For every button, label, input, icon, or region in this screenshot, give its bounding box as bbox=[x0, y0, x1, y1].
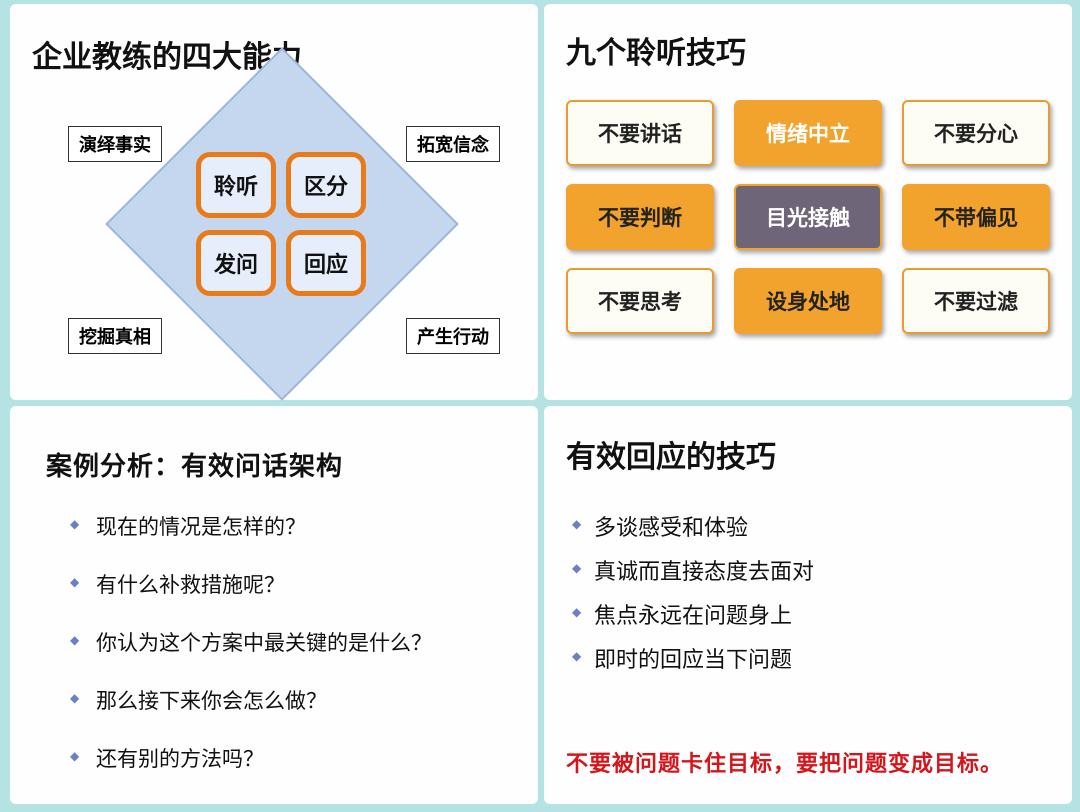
panel-case-analysis: 案例分析：有效问话架构 现在的情况是怎样的？ 有什么补救措施呢？ 你认为这个方案… bbox=[10, 406, 538, 804]
skill-cell: 不要讲话 bbox=[566, 100, 714, 166]
list-item: 即时的回应当下问题 bbox=[572, 642, 1072, 674]
skill-cell: 不带偏见 bbox=[902, 184, 1050, 250]
panel2-title: 九个聆听技巧 bbox=[566, 28, 1072, 72]
skill-cell: 目光接触 bbox=[734, 184, 882, 250]
core-box: 区分 bbox=[286, 152, 366, 218]
corner-label: 挖掘真相 bbox=[68, 318, 162, 354]
skill-cell: 设身处地 bbox=[734, 268, 882, 334]
core-box: 发问 bbox=[196, 230, 276, 296]
panel3-title: 案例分析：有效问话架构 bbox=[46, 446, 538, 483]
panel3-list: 现在的情况是怎样的？ 有什么补救措施呢？ 你认为这个方案中最关键的是什么？ 那么… bbox=[70, 511, 538, 773]
skill-cell: 情绪中立 bbox=[734, 100, 882, 166]
panel-four-abilities: 企业教练的四大能力 演绎事实 拓宽信念 挖掘真相 产生行动 聆听 区分 发问 回… bbox=[10, 4, 538, 400]
list-item: 那么接下来你会怎么做？ bbox=[70, 685, 538, 715]
list-item: 焦点永远在问题身上 bbox=[572, 598, 1072, 630]
core-box: 聆听 bbox=[196, 152, 276, 218]
core-box: 回应 bbox=[286, 230, 366, 296]
list-item: 有什么补救措施呢？ bbox=[70, 569, 538, 599]
panel4-title: 有效回应的技巧 bbox=[566, 432, 1072, 476]
corner-label: 拓宽信念 bbox=[406, 126, 500, 162]
panel4-footer: 不要被问题卡住目标，要把问题变成目标。 bbox=[566, 746, 1003, 778]
panel-response-skills: 有效回应的技巧 多谈感受和体验 真诚而直接态度去面对 焦点永远在问题身上 即时的… bbox=[544, 406, 1072, 804]
skill-cell: 不要思考 bbox=[566, 268, 714, 334]
list-item: 真诚而直接态度去面对 bbox=[572, 554, 1072, 586]
skill-cell: 不要过滤 bbox=[902, 268, 1050, 334]
corner-label: 演绎事实 bbox=[68, 126, 162, 162]
skill-cell: 不要分心 bbox=[902, 100, 1050, 166]
list-item: 还有别的方法吗？ bbox=[70, 743, 538, 773]
list-item: 你认为这个方案中最关键的是什么？ bbox=[70, 627, 538, 657]
corner-label: 产生行动 bbox=[406, 318, 500, 354]
list-item: 现在的情况是怎样的？ bbox=[70, 511, 538, 541]
list-item: 多谈感受和体验 bbox=[572, 510, 1072, 542]
panel-nine-skills: 九个聆听技巧 不要讲话 情绪中立 不要分心 不要判断 目光接触 不带偏见 不要思… bbox=[544, 4, 1072, 400]
skill-cell: 不要判断 bbox=[566, 184, 714, 250]
panel1-stage: 演绎事实 拓宽信念 挖掘真相 产生行动 聆听 区分 发问 回应 bbox=[10, 76, 538, 386]
panel4-list: 多谈感受和体验 真诚而直接态度去面对 焦点永远在问题身上 即时的回应当下问题 bbox=[572, 510, 1072, 674]
skills-grid: 不要讲话 情绪中立 不要分心 不要判断 目光接触 不带偏见 不要思考 设身处地 … bbox=[566, 100, 1050, 334]
